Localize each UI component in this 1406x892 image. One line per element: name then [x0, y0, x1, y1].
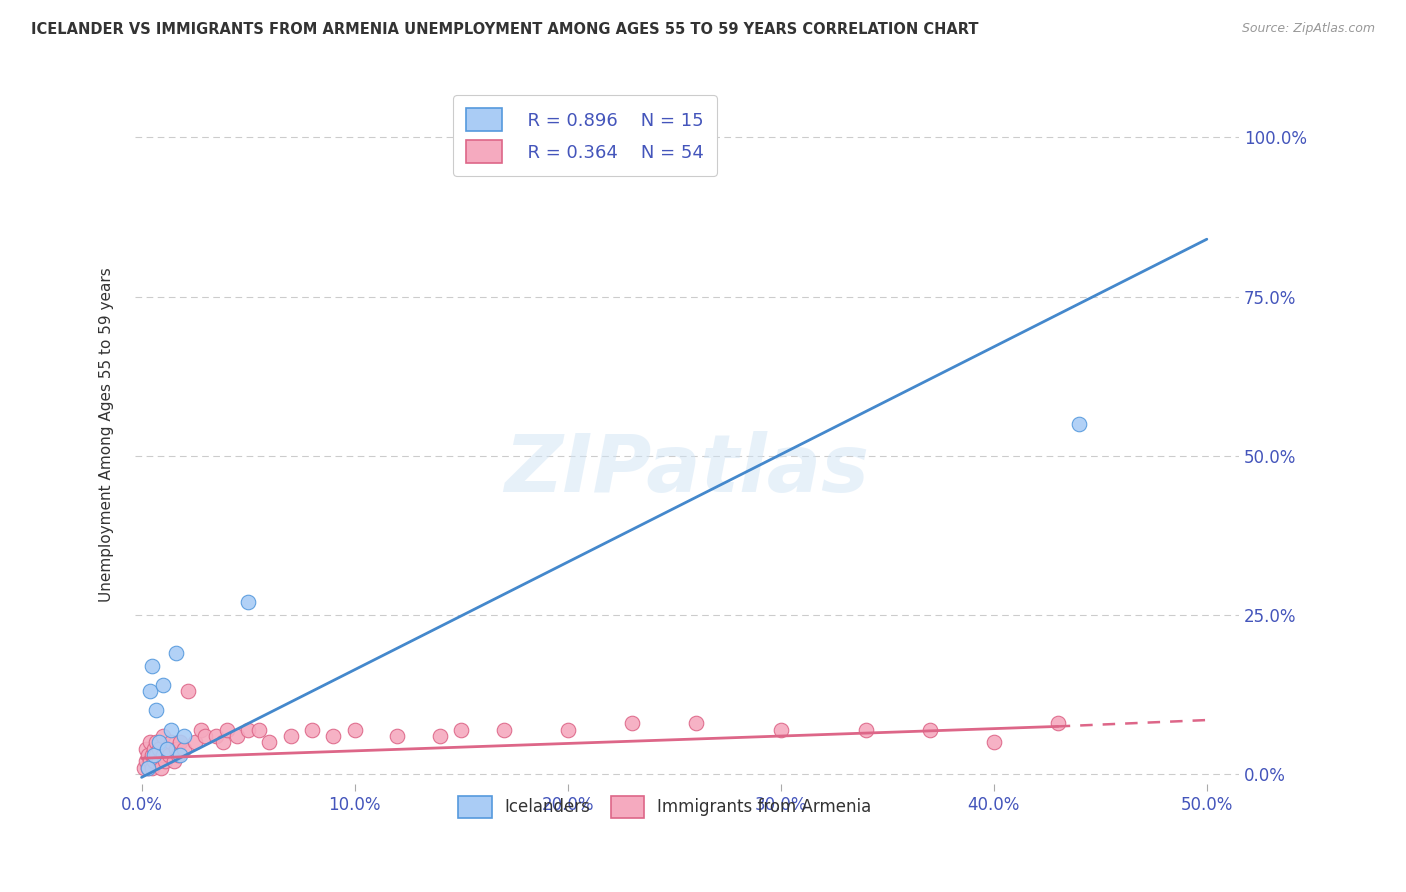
Point — [152, 678, 174, 692]
Point — [156, 741, 179, 756]
Point — [135, 755, 157, 769]
Point — [143, 755, 166, 769]
Text: Source: ZipAtlas.com: Source: ZipAtlas.com — [1241, 22, 1375, 36]
Legend: Icelanders, Immigrants from Armenia: Icelanders, Immigrants from Armenia — [451, 789, 879, 824]
Point — [429, 729, 451, 743]
Point — [169, 735, 191, 749]
Point — [1046, 716, 1069, 731]
Point — [173, 741, 195, 756]
Point — [156, 741, 179, 756]
Point — [136, 761, 159, 775]
Point — [620, 716, 643, 731]
Point — [215, 723, 238, 737]
Point — [177, 684, 200, 698]
Point — [165, 646, 187, 660]
Point — [205, 729, 228, 743]
Point — [450, 723, 472, 737]
Point — [166, 747, 188, 762]
Point — [387, 729, 409, 743]
Point — [769, 723, 792, 737]
Point — [139, 755, 162, 769]
Point — [148, 735, 170, 749]
Point — [145, 704, 167, 718]
Point — [226, 729, 249, 743]
Text: ZIPatlas: ZIPatlas — [505, 431, 869, 509]
Point — [855, 723, 877, 737]
Point — [918, 723, 941, 737]
Point — [322, 729, 344, 743]
Point — [157, 747, 180, 762]
Point — [136, 761, 159, 775]
Point — [141, 761, 163, 775]
Point — [149, 761, 172, 775]
Point — [557, 723, 579, 737]
Point — [160, 735, 183, 749]
Point — [148, 741, 170, 756]
Point — [169, 747, 191, 762]
Point — [343, 723, 366, 737]
Point — [135, 741, 157, 756]
Point — [190, 723, 212, 737]
Point — [139, 684, 162, 698]
Point — [139, 735, 162, 749]
Point — [141, 659, 163, 673]
Point — [153, 755, 176, 769]
Point — [685, 716, 707, 731]
Point — [259, 735, 281, 749]
Text: ICELANDER VS IMMIGRANTS FROM ARMENIA UNEMPLOYMENT AMONG AGES 55 TO 59 YEARS CORR: ICELANDER VS IMMIGRANTS FROM ARMENIA UNE… — [31, 22, 979, 37]
Point — [160, 723, 183, 737]
Point — [211, 735, 233, 749]
Point — [148, 755, 170, 769]
Point — [165, 741, 187, 756]
Point — [145, 747, 167, 762]
Point — [983, 735, 1005, 749]
Point — [143, 741, 166, 756]
Point — [280, 729, 302, 743]
Point — [301, 723, 323, 737]
Point — [145, 735, 167, 749]
Point — [685, 130, 707, 145]
Point — [132, 761, 155, 775]
Point — [143, 747, 166, 762]
Point — [1067, 417, 1090, 431]
Point — [136, 747, 159, 762]
Point — [152, 729, 174, 743]
Point — [152, 747, 174, 762]
Y-axis label: Unemployment Among Ages 55 to 59 years: Unemployment Among Ages 55 to 59 years — [100, 268, 114, 602]
Point — [141, 747, 163, 762]
Point — [162, 755, 184, 769]
Point — [236, 723, 259, 737]
Point — [236, 595, 259, 609]
Point — [247, 723, 270, 737]
Point — [184, 735, 207, 749]
Point — [194, 729, 217, 743]
Point — [492, 723, 515, 737]
Point — [173, 729, 195, 743]
